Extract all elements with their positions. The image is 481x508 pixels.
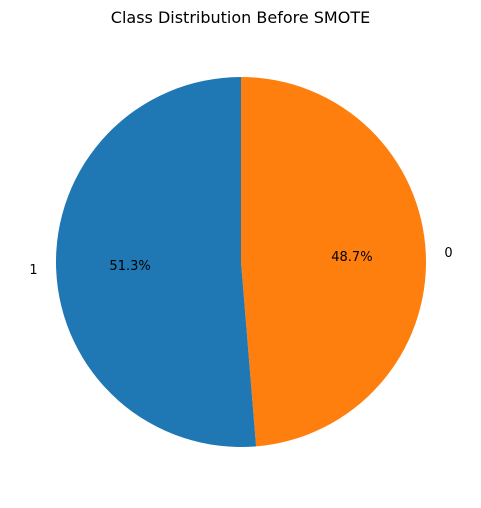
pie-slice-percent-1: 51.3% bbox=[109, 259, 150, 274]
pie-slice-0 bbox=[241, 77, 427, 447]
pie-labels: 48.7% 0 51.3% 1 bbox=[29, 246, 452, 278]
pie-slice-percent-0: 48.7% bbox=[331, 250, 372, 265]
pie-slices bbox=[56, 76, 427, 447]
chart-title: Class Distribution Before SMOTE bbox=[111, 8, 370, 27]
pie-slice-label-0: 0 bbox=[444, 246, 452, 261]
pie-slice-1 bbox=[56, 76, 257, 447]
pie-slice-label-1: 1 bbox=[29, 263, 37, 278]
